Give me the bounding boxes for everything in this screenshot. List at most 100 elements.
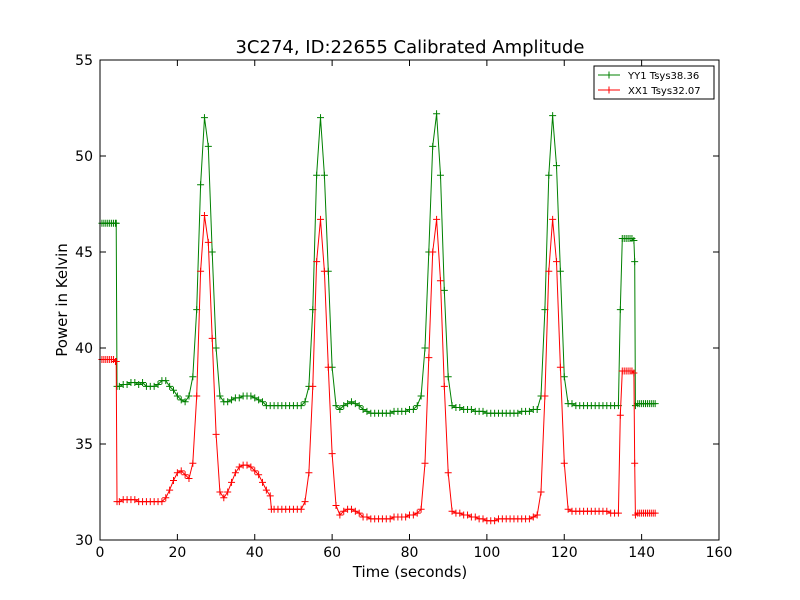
data-point: [309, 382, 317, 390]
data-point: [212, 344, 220, 352]
y-tick-label: 40: [75, 341, 93, 357]
data-point: [170, 476, 178, 484]
data-point: [467, 405, 475, 413]
data-point: [185, 392, 193, 400]
data-point: [444, 373, 452, 381]
data-point: [440, 382, 448, 390]
data-point: [258, 478, 266, 486]
data-point: [355, 402, 363, 410]
data-point: [631, 258, 639, 266]
data-point: [514, 409, 522, 417]
data-point: [228, 478, 236, 486]
data-point: [421, 344, 429, 352]
data-point: [409, 511, 417, 519]
data-point: [262, 486, 270, 494]
data-point: [549, 215, 557, 223]
data-point: [340, 507, 348, 515]
data-point: [359, 405, 367, 413]
data-point: [340, 402, 348, 410]
data-point: [313, 258, 321, 266]
data-point: [603, 507, 611, 515]
data-point: [456, 404, 464, 412]
data-point: [471, 513, 479, 521]
y-tick-label: 45: [75, 245, 93, 261]
data-point: [355, 509, 363, 517]
data-point: [560, 459, 568, 467]
data-point: [556, 363, 564, 371]
data-point: [616, 411, 624, 419]
data-point: [204, 142, 212, 150]
data-point: [332, 402, 340, 410]
data-point: [200, 114, 208, 122]
data-point: [332, 501, 340, 509]
data-point: [553, 258, 561, 266]
data-point: [413, 509, 421, 517]
data-point: [197, 267, 205, 275]
data-point: [247, 463, 255, 471]
x-tick-label: 140: [628, 545, 655, 561]
x-tick-label: 160: [706, 545, 733, 561]
data-point: [131, 496, 139, 504]
data-point: [421, 459, 429, 467]
data-point: [131, 379, 139, 387]
data-point: [255, 396, 263, 404]
data-point: [630, 236, 638, 244]
data-point: [533, 511, 541, 519]
data-point: [251, 394, 259, 402]
data-point: [464, 511, 472, 519]
data-point: [560, 373, 568, 381]
data-point: [440, 286, 448, 294]
data-point: [479, 515, 487, 523]
data-point: [436, 171, 444, 179]
data-point: [266, 492, 274, 500]
x-tick-label: 40: [246, 545, 264, 561]
data-point: [173, 392, 181, 400]
data-point: [328, 450, 336, 458]
data-point: [158, 498, 166, 506]
data-point: [417, 392, 425, 400]
data-point: [320, 171, 328, 179]
axes: 0 20 40 60 80 100 120 140 160 30 35 40 45 50 55: [75, 53, 732, 561]
data-point: [525, 407, 533, 415]
data-point: [177, 396, 185, 404]
data-point: [317, 215, 325, 223]
data-point: [301, 498, 309, 506]
data-point: [139, 379, 147, 387]
data-point: [564, 505, 572, 513]
data-point: [491, 517, 499, 525]
data-point: [351, 400, 359, 408]
data-point: [444, 469, 452, 477]
data-point: [181, 471, 189, 479]
x-tick-label: 120: [551, 545, 578, 561]
data-point: [162, 494, 170, 502]
data-point: [189, 459, 197, 467]
data-point: [651, 400, 659, 408]
x-tick-label: 100: [474, 545, 501, 561]
data-point: [568, 400, 576, 408]
x-tick-label: 60: [323, 545, 341, 561]
legend-label: XX1 Tsys32.07: [628, 86, 701, 97]
data-point: [429, 142, 437, 150]
data-point: [189, 373, 197, 381]
y-tick-label: 35: [75, 437, 93, 453]
data-point: [181, 398, 189, 406]
legend-entry: YY1 Tsys38.36: [598, 71, 699, 82]
data-point: [417, 505, 425, 513]
plot-frame: [99, 59, 720, 541]
data-point: [170, 386, 178, 394]
data-point: [135, 380, 143, 388]
data-point: [154, 380, 162, 388]
data-point: [112, 357, 120, 365]
data-point: [115, 498, 123, 506]
legend-entry: XX1 Tsys32.07: [598, 86, 701, 97]
legend-marker: [605, 86, 613, 94]
data-point: [429, 248, 437, 256]
data-point: [208, 248, 216, 256]
data-point: [177, 467, 185, 475]
data-point: [112, 219, 120, 227]
data-point: [425, 354, 433, 362]
data-point: [208, 334, 216, 342]
data-point: [220, 494, 228, 502]
data-point: [344, 400, 352, 408]
